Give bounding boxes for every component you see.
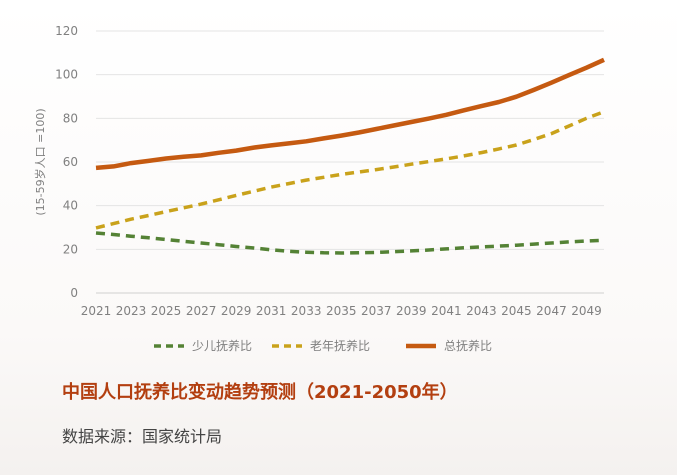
data-source: 数据来源：国家统计局 [62,427,223,446]
chart-title: 中国人口抚养比变动趋势预测（2021-2050年） [62,382,458,403]
x-tick-label: 2023 [116,304,147,318]
x-tick-label: 2039 [396,304,427,318]
chart: 0 20 40 60 80 100 120 2021 2023 2025 2027 2029 2031… [33,24,605,353]
x-tick-label: 2025 [151,304,182,318]
y-axis-label: (15-59岁人口 =100) [33,108,47,215]
x-tick-label: 2041 [431,304,462,318]
series-line-0 [95,231,605,255]
y-tick-label: 40 [63,199,78,213]
legend-label-1: 老年抚养比 [310,338,370,353]
x-tick-label: 2027 [186,304,217,318]
x-axis-tick-labels: 2021 2023 2025 2027 2029 2031 2033 2035 2037 2039… [81,304,602,318]
y-axis-tick-labels: 0 20 40 60 80 100 120 [55,24,78,300]
y-tick-label: 0 [70,286,78,300]
x-tick-label: 2029 [221,304,252,318]
x-tick-label: 2031 [256,304,287,318]
series-line-2 [95,57,605,171]
legend-label-2: 总抚养比 [444,338,492,353]
x-tick-label: 2043 [466,304,497,318]
x-tick-label: 2033 [291,304,322,318]
y-tick-label: 120 [55,24,78,38]
x-tick-label: 2049 [571,304,602,318]
series-line-1 [95,110,605,230]
series-lines [95,57,605,255]
x-tick-label: 2021 [81,304,112,318]
y-tick-label: 80 [63,111,78,125]
x-tick-label: 2047 [536,304,567,318]
y-tick-label: 60 [63,155,78,169]
x-tick-label: 2037 [361,304,392,318]
y-tick-label: 20 [63,242,78,256]
x-tick-label: 2045 [501,304,532,318]
legend: 少儿抚养比 老年抚养比 总抚养比 [154,338,492,353]
legend-label-0: 少儿抚养比 [192,338,252,353]
x-tick-label: 2035 [326,304,357,318]
y-tick-label: 100 [55,68,78,82]
gridlines [96,30,604,294]
